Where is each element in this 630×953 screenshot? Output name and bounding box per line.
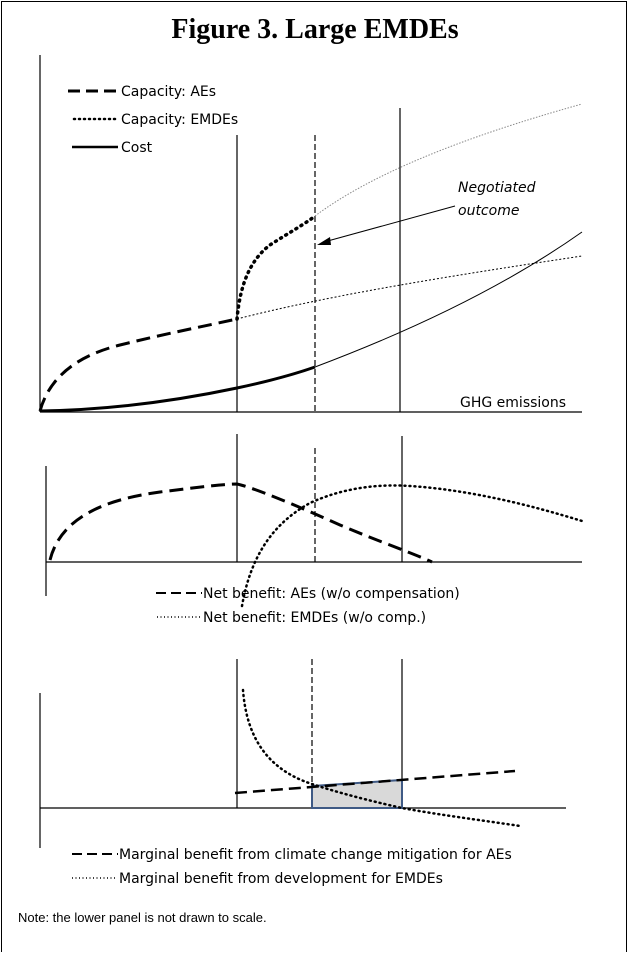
legend-marginal-benefit-aes: Marginal benefit from climate change mit… (119, 847, 512, 863)
top-panel: Negotiated outcome GHG emissions Capacit… (38, 55, 583, 413)
figure-title: Figure 3. Large EMDEs (171, 14, 459, 45)
figure-note: Note: the lower panel is not drawn to sc… (18, 910, 267, 925)
bottom-panel: Marginal benefit from climate change mit… (39, 659, 566, 887)
legend-cost: Cost (121, 140, 153, 156)
capacity-emdes-curve (235, 214, 317, 321)
legend-capacity-aes: Capacity: AEs (121, 84, 216, 100)
legend-capacity-emdes: Capacity: EMDEs (121, 112, 238, 128)
cost-curve (39, 365, 316, 413)
negotiated-label-line2: outcome (458, 203, 519, 219)
capacity-aes-continuation (236, 255, 583, 320)
negotiated-label-line1: Negotiated (458, 180, 536, 196)
negotiated-arrowhead (317, 237, 331, 245)
legend-net-benefit-aes: Net benefit: AEs (w/o compensation) (203, 586, 460, 602)
net-benefit-aes-curve (48, 482, 433, 564)
marginal-benefit-aes-line (234, 769, 516, 795)
top-xlabel: GHG emissions (460, 395, 566, 411)
compensation-area (311, 778, 403, 809)
cost-curve-continuation (314, 231, 583, 368)
net-benefit-emdes-curve (240, 484, 584, 608)
middle-panel: Net benefit: AEs (w/o compensation) Net … (45, 434, 584, 626)
negotiated-arrow (323, 205, 456, 243)
capacity-aes-curve (38, 317, 238, 412)
legend-net-benefit-emdes: Net benefit: EMDEs (w/o comp.) (203, 610, 426, 626)
capacity-emdes-continuation (314, 103, 583, 217)
marginal-benefit-emdes-curve (241, 688, 522, 828)
legend-marginal-benefit-emdes: Marginal benefit from development for EM… (119, 871, 443, 887)
